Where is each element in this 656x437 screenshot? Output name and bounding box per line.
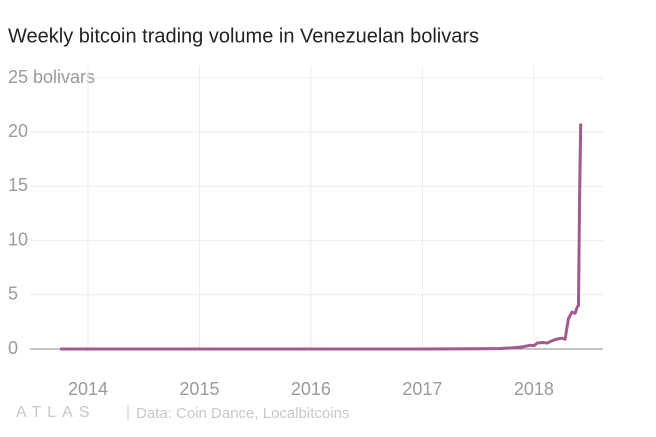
data-line [60, 123, 583, 351]
y-tick-label: 0 [8, 338, 18, 358]
x-tick-label: 2016 [291, 379, 331, 399]
x-tick-label: 2018 [514, 379, 554, 399]
source: Data: Coin Dance, Localbitcoins [136, 405, 349, 422]
x-tick-label: 2014 [68, 379, 108, 399]
y-tick-label: 25 bolivars [8, 67, 95, 87]
y-tick-label: 20 [8, 121, 28, 141]
x-tick-label: 2015 [179, 379, 219, 399]
chart-title: Weekly bitcoin trading volume in Venezue… [8, 25, 479, 47]
x-tick-label: 2017 [402, 379, 442, 399]
y-tick-label: 5 [8, 284, 18, 304]
y-tick-label: 15 [8, 175, 28, 195]
y-tick-label: 10 [8, 229, 28, 249]
logo: ATLAS [16, 404, 96, 421]
